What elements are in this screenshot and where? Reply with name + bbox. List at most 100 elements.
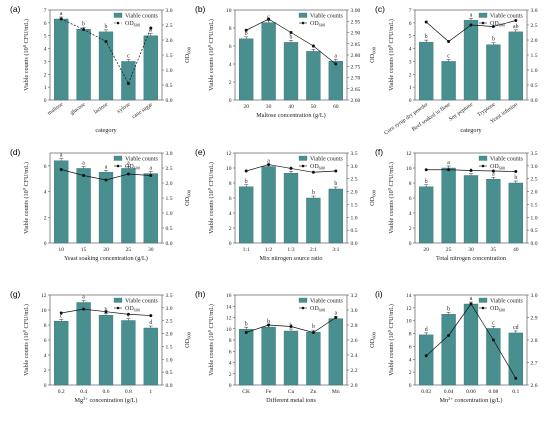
y-tick-label: 0 (44, 241, 47, 247)
legend-bar-swatch (478, 12, 488, 18)
bar (54, 160, 69, 244)
panel-label: (d) (10, 147, 21, 157)
y2-tick-label: 2.0 (531, 38, 538, 44)
y-tick-label: 2 (409, 226, 412, 232)
y-tick-label: 8 (409, 332, 412, 338)
y2-tick-label: 1.5 (351, 202, 358, 208)
od-point (469, 23, 473, 27)
y-tick-label: 6 (44, 164, 47, 170)
x-axis-label: Total nitrogen concentration (436, 255, 506, 262)
y-tick-label: 0 (229, 98, 232, 104)
x-tick-label: cane sugar (131, 102, 154, 121)
od-point (267, 163, 271, 167)
od-point (59, 17, 63, 21)
y-tick-label: 2 (44, 368, 47, 374)
y-tick-label: 0 (409, 383, 412, 389)
significance-letter: ab (513, 24, 519, 30)
y-tick-label: 8 (44, 323, 47, 329)
y-tick-label: 14 (226, 304, 232, 310)
panel-label: (h) (195, 289, 206, 299)
y2-tick-label: 0.5 (531, 228, 538, 234)
panel-label: (a) (10, 4, 21, 14)
y-tick-label: 0 (409, 98, 412, 104)
significance-letter: b (425, 34, 428, 40)
y2-tick-label: 1.0 (531, 215, 538, 221)
od-point (126, 82, 130, 85)
od-point (149, 26, 153, 30)
y-tick-label: 4 (229, 361, 232, 367)
y-tick-label: 5 (44, 34, 47, 40)
od-point (267, 17, 271, 21)
od-point (424, 354, 428, 358)
significance-letter: b (312, 324, 315, 330)
bar (328, 188, 343, 244)
bar (508, 31, 523, 101)
y-tick-label: 8 (229, 181, 232, 187)
od-point (289, 325, 293, 328)
y-tick-label: 6 (229, 44, 232, 50)
x-axis-label: Maltose concentration (g/L) (256, 112, 325, 119)
significance-letter: c (127, 53, 130, 59)
y-tick-label: 10 (406, 166, 412, 172)
x-axis-label: Mg2+ concentration (g/L) (75, 396, 138, 404)
y2-tick-label: 2.4 (351, 353, 358, 359)
y-tick-label: 4 (409, 357, 412, 363)
bar (121, 320, 136, 386)
y2-tick-label: 2.0 (166, 332, 173, 338)
legend-line-marker (301, 21, 305, 25)
y-tick-label: 2 (229, 226, 232, 232)
y2-tick-label: 2.90 (351, 31, 361, 37)
legend-line-label: OD600 (125, 21, 140, 28)
od-point (59, 168, 63, 171)
x-tick-label: 1:3 (287, 247, 294, 253)
chart-panel-d: (d) 0 2 4 6 0.0 0.5 1.0 1.5 2.0 2.5 3.0 a 10 a 15 a 20 a 25… (10, 147, 192, 262)
od-point (311, 170, 315, 174)
x-tick-label: 60 (333, 104, 339, 110)
y-tick-label: 16 (226, 293, 232, 299)
od-point (334, 169, 338, 173)
significance-letter: a (60, 11, 63, 17)
legend-bar-swatch (478, 297, 488, 303)
y-tick-label: 2 (229, 80, 232, 86)
od-point (126, 172, 130, 176)
y2-tick-label: 1.5 (531, 202, 538, 208)
x-tick-label: 25 (126, 247, 132, 253)
y2-tick-label: 2.0 (351, 383, 358, 389)
x-tick-label: 0.1 (512, 389, 519, 395)
y-tick-label: 7 (409, 8, 412, 14)
significance-letter: a (470, 296, 473, 302)
significance-letter: a (82, 160, 85, 166)
x-tick-label: 30 (148, 247, 154, 253)
od-point (82, 28, 86, 31)
y2-tick-label: 3.0 (351, 164, 358, 170)
x-tick-label: 35 (491, 247, 497, 253)
y-axis-label: Viable counts (109 CFU/mL) (387, 304, 395, 376)
y-tick-label: 0 (229, 241, 232, 247)
y2-tick-label: 2.95 (351, 19, 361, 25)
x-tick-label: 1:2 (265, 247, 272, 253)
x-tick-label: 20 (243, 104, 249, 110)
od-point (149, 174, 153, 177)
y2-tick-label: 2.8 (351, 323, 358, 329)
bar (76, 29, 91, 101)
significance-letter: b (82, 21, 85, 27)
legend-bar-swatch (113, 12, 123, 18)
od-point (82, 174, 86, 177)
x-tick-label: glucose (69, 101, 87, 116)
x-tick-label: 2:1 (310, 247, 317, 253)
od-point (311, 331, 315, 334)
y2-tick-label: 2.85 (351, 42, 361, 48)
y2-tick-label: 3.0 (531, 8, 538, 14)
y2-tick-label: 0.0 (351, 241, 358, 247)
chart-panel-i: (i) 0 2 4 6 8 10 12 14 2.6 2.7 2.8 2.9 3.0 d 0.02 b 0.04 a… (375, 289, 550, 404)
x-tick-label: CK (242, 389, 250, 395)
x-tick-label: Fe (266, 389, 272, 395)
y-tick-label: 0 (44, 383, 47, 389)
y2-tick-label: 0.5 (351, 228, 358, 234)
significance-letter: a (492, 171, 495, 177)
bar (283, 42, 299, 101)
legend-line-label: OD600 (125, 306, 140, 313)
od-point (447, 334, 451, 337)
significance-letter: b (105, 24, 108, 30)
bar (283, 330, 299, 386)
